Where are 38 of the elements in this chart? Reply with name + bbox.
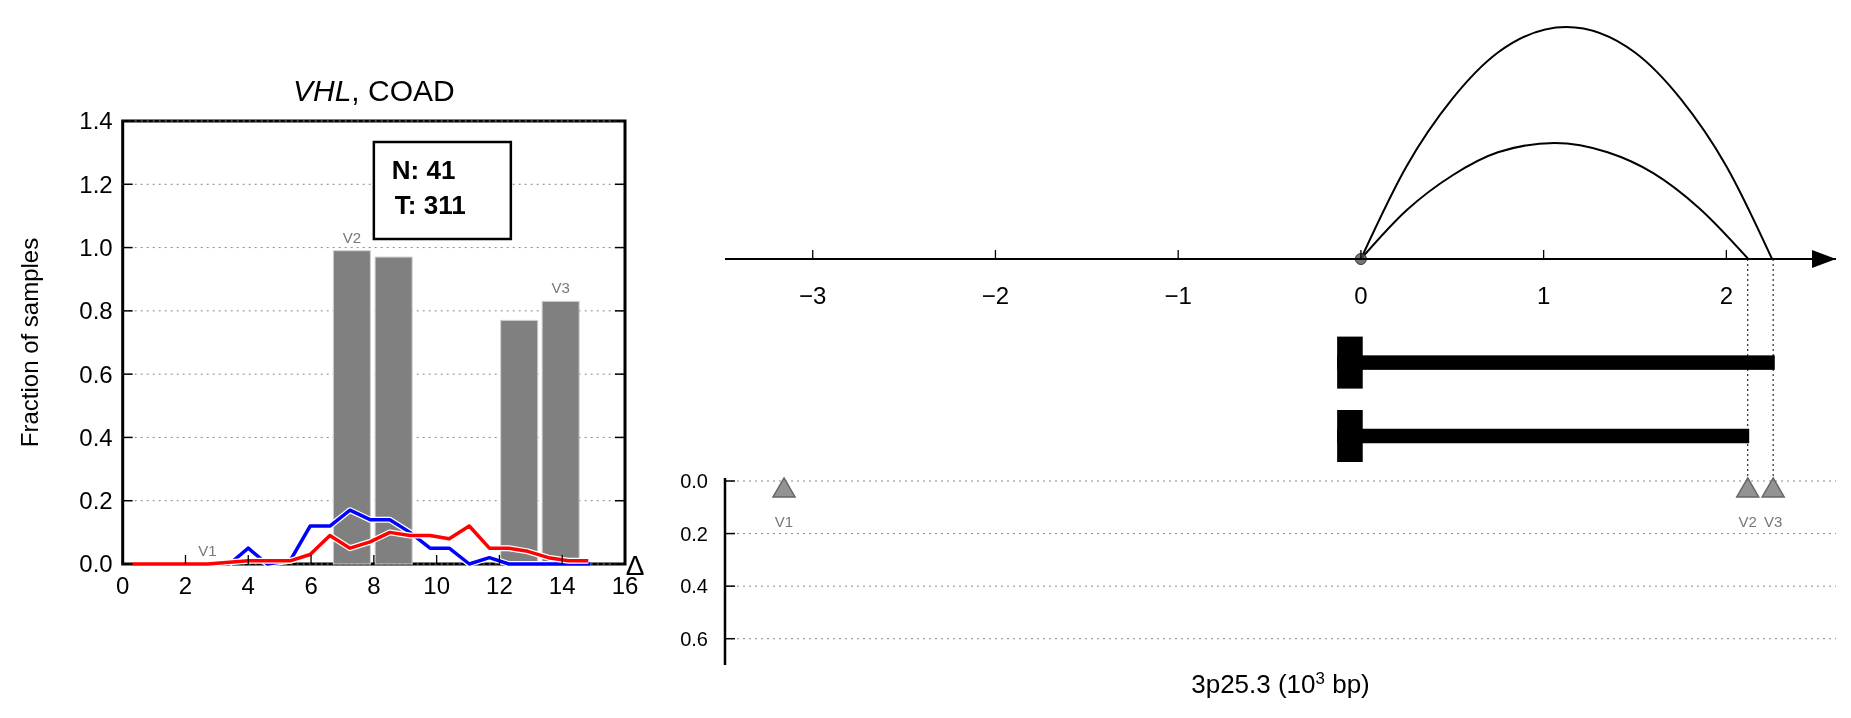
- annotation: V3: [1763, 512, 1783, 530]
- y-tick-label: 1.2: [79, 170, 113, 198]
- y-tick-label: 0.8: [79, 297, 113, 325]
- y-tick-label: 0.6: [79, 360, 113, 388]
- annotation: V1: [774, 512, 794, 530]
- y-tick-label: 1.0: [79, 233, 113, 261]
- x-tick-label: 2: [178, 572, 193, 599]
- x-tick-label: 12: [486, 572, 513, 599]
- y-tick-label: 0.0: [680, 470, 708, 492]
- annotation: V2: [1738, 512, 1757, 530]
- x-tick-label: 0: [1354, 282, 1368, 309]
- annotation: V2: [342, 228, 362, 246]
- annotation: V3: [551, 279, 570, 297]
- x-tick-label: 6: [304, 572, 318, 599]
- x-tick-label: −3: [799, 282, 827, 309]
- y-tick-label: 1.4: [79, 107, 113, 135]
- y-tick-label: 0.2: [79, 487, 113, 515]
- y-tick-label: 0.4: [79, 423, 113, 451]
- y-tick-label: 0.6: [680, 627, 708, 650]
- annotation: N: 41 T: 311: [391, 155, 466, 220]
- x-tick-label: 14: [548, 572, 576, 599]
- x-tick-label: −1: [1164, 282, 1192, 309]
- y-axis-title: Fraction of samples: [15, 237, 43, 448]
- x-tick-label: 8: [367, 572, 381, 599]
- chart-title: VHL, COAD: [292, 74, 455, 107]
- x-axis-title: 3p25.3 (10$^{3}$ bp): [1191, 668, 1370, 699]
- y-tick-label: 0.0: [79, 550, 113, 578]
- annotation: V1: [198, 542, 217, 559]
- y-tick-label: 0.4: [680, 575, 708, 598]
- x-tick-label: 2: [1719, 282, 1734, 309]
- x-tick-label: −2: [981, 282, 1010, 309]
- x-tick-label: 0: [116, 572, 130, 599]
- y-tick-label: 0.2: [680, 522, 708, 545]
- bar: [374, 256, 413, 565]
- bar: [332, 250, 371, 565]
- x-tick-label: 1: [1536, 282, 1551, 309]
- x-tick-label: 10: [423, 572, 450, 599]
- x-tick-label: 4: [241, 572, 255, 599]
